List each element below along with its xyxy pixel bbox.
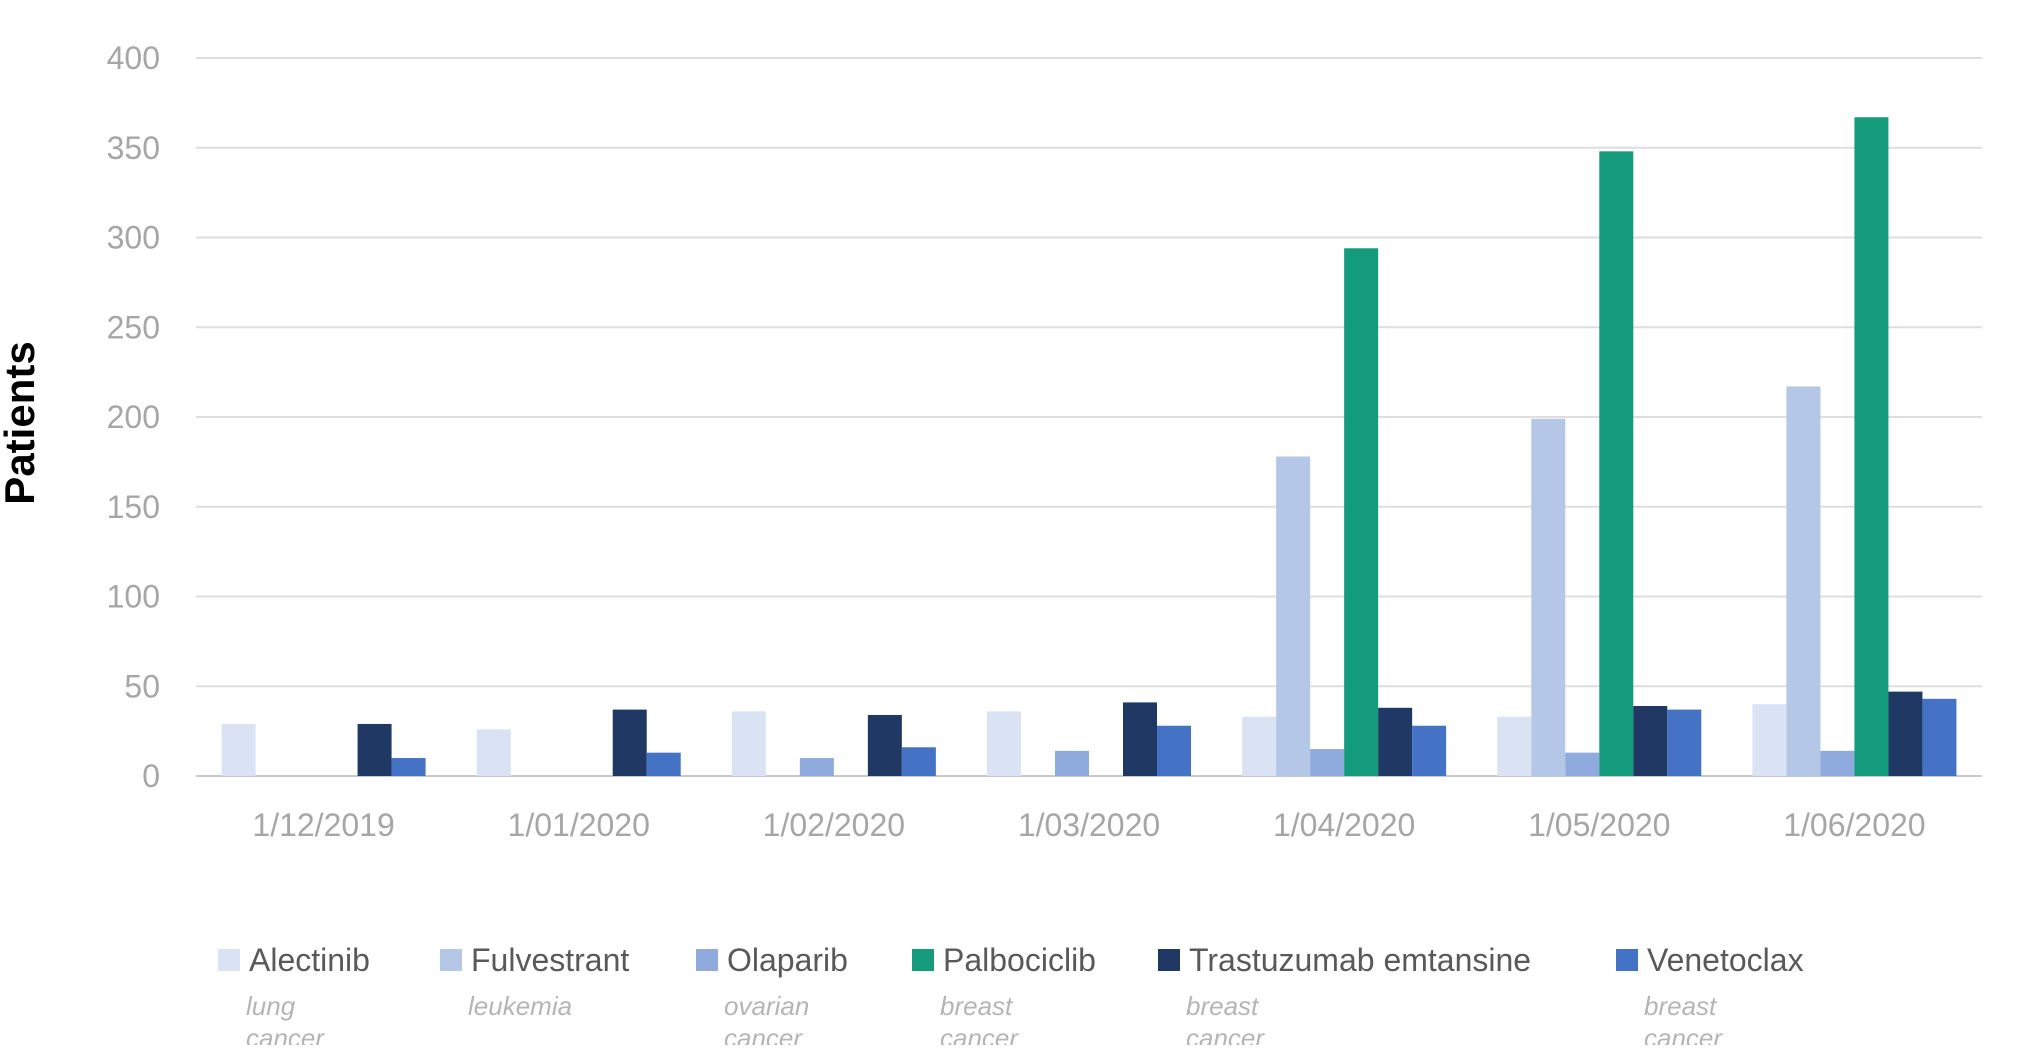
bar-alectinib	[987, 711, 1021, 776]
bar-fulvestrant	[1276, 456, 1311, 776]
legend-subtitle: cancer	[1186, 1023, 1265, 1045]
bar-olaparib	[1565, 752, 1600, 776]
legend-label: Fulvestrant	[471, 942, 629, 978]
y-tick-label: 400	[107, 40, 160, 76]
legend-label: Palbociclib	[943, 942, 1096, 978]
bar-fulvestrant	[1531, 418, 1566, 776]
bar-olaparib	[1055, 750, 1089, 776]
bar-olaparib	[1310, 749, 1345, 776]
bar-venetoclax	[901, 747, 936, 776]
bar-trastuzumab-emtansine	[612, 709, 647, 776]
legend-subtitle: leukemia	[468, 991, 572, 1021]
x-tick-label: 1/05/2020	[1528, 807, 1670, 843]
legend-subtitle: lung	[246, 991, 296, 1021]
bar-alectinib	[221, 723, 256, 776]
legend-label: Alectinib	[249, 942, 370, 978]
bar-trastuzumab-emtansine	[357, 723, 392, 776]
bar-venetoclax	[1157, 725, 1191, 776]
bars-layer	[221, 117, 1957, 777]
legend-item-fulvestrant: Fulvestrant leukemia	[440, 942, 629, 1021]
y-tick-label: 200	[107, 399, 160, 435]
legend-subtitle: ovarian	[724, 991, 809, 1021]
legend-swatch	[912, 949, 934, 971]
bar-trastuzumab-emtansine	[1888, 691, 1923, 776]
legend-swatch	[218, 949, 240, 971]
legend-subtitle: breast	[940, 991, 1014, 1021]
legend-subtitle: cancer	[246, 1023, 325, 1045]
bar-palbociclib	[1344, 248, 1379, 776]
y-axis-label: Patients	[0, 341, 43, 504]
bar-fulvestrant	[1786, 386, 1821, 776]
legend-swatch	[1158, 949, 1180, 971]
axis-layer: 0 50 100 150 200 250 300 350 400 1/12/2019 1/01/20…	[107, 40, 1926, 843]
bar-trastuzumab-emtansine	[1378, 707, 1413, 776]
legend-label: Venetoclax	[1647, 942, 1804, 978]
y-tick-label: 50	[124, 668, 160, 704]
bar-palbociclib	[1854, 117, 1889, 777]
bar-olaparib	[799, 758, 834, 776]
bar-alectinib	[1497, 716, 1532, 776]
y-tick-label: 100	[107, 579, 160, 615]
bar-trastuzumab-emtansine	[867, 714, 902, 776]
legend-subtitle: cancer	[724, 1023, 803, 1045]
y-tick-label: 250	[107, 309, 160, 345]
bar-alectinib	[1242, 716, 1277, 776]
bar-venetoclax	[1922, 698, 1957, 776]
legend-swatch	[440, 949, 462, 971]
legend-swatch	[1616, 949, 1638, 971]
x-tick-label: 1/02/2020	[763, 807, 905, 843]
bar-alectinib	[1752, 704, 1787, 776]
x-tick-label: 1/06/2020	[1783, 807, 1925, 843]
y-tick-label: 0	[142, 758, 160, 794]
bar-alectinib	[731, 711, 766, 776]
bar-venetoclax	[646, 752, 681, 776]
x-tick-label: 1/04/2020	[1273, 807, 1415, 843]
y-tick-label: 350	[107, 130, 160, 166]
legend-label: Trastuzumab emtansine	[1189, 942, 1531, 978]
grid-layer	[196, 57, 1982, 777]
legend-subtitle: breast	[1644, 991, 1718, 1021]
legend-subtitle: cancer	[940, 1023, 1019, 1045]
x-tick-label: 1/03/2020	[1018, 807, 1160, 843]
y-tick-label: 150	[107, 489, 160, 525]
legend: AlectiniblungcancerFulvestrantleukemiaOl…	[218, 942, 1804, 1050]
legend-subtitle: breast	[1186, 991, 1260, 1021]
bar-palbociclib	[1599, 151, 1634, 777]
legend-label: Olaparib	[727, 942, 848, 978]
y-tick-label: 300	[107, 220, 160, 256]
bar-venetoclax	[1667, 709, 1702, 776]
legend-swatch	[696, 949, 718, 971]
bar-olaparib	[1820, 750, 1855, 776]
bar-venetoclax	[1412, 725, 1447, 776]
legend-subtitle: cancer	[1644, 1023, 1723, 1045]
bar-trastuzumab-emtansine	[1633, 705, 1668, 776]
x-tick-label: 1/12/2019	[252, 807, 394, 843]
bar-venetoclax	[391, 758, 426, 776]
bar-trastuzumab-emtansine	[1123, 702, 1157, 776]
x-tick-label: 1/01/2020	[508, 807, 650, 843]
bar-alectinib	[476, 729, 511, 776]
